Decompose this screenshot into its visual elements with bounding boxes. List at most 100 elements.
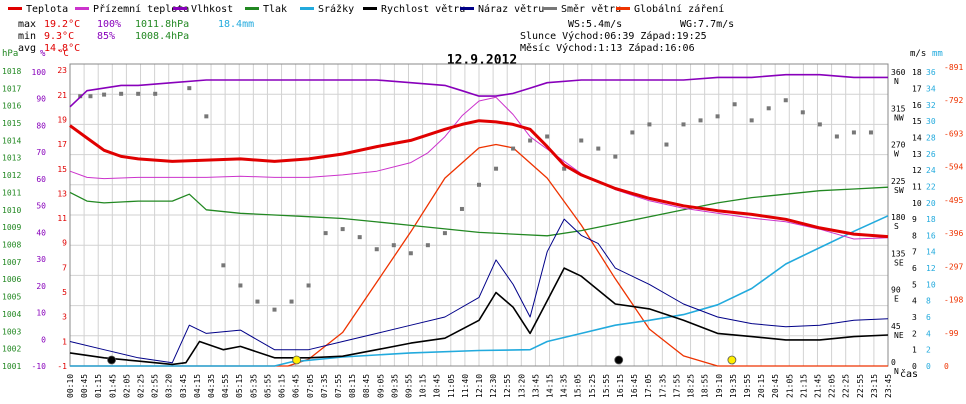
wind-tick-label: 3 — [912, 313, 917, 322]
mm-tick-label: 12 — [926, 264, 936, 273]
direction-value-label: 45 — [891, 322, 901, 331]
axis-unit-label: % — [40, 49, 46, 59]
wind-direction-point — [613, 154, 618, 159]
wind-tick-label: 10 — [912, 199, 922, 208]
wind-direction-point — [255, 299, 260, 304]
wm2-tick-label: -693 — [944, 129, 963, 138]
wind-direction-point — [408, 251, 413, 256]
wind-tick-label: 8 — [912, 231, 917, 240]
direction-name-label: NE — [894, 331, 904, 340]
wm2-tick-label: -594 — [944, 163, 963, 172]
x-tick-label: 09:05 — [376, 374, 385, 398]
x-axis-label: čas — [900, 368, 918, 380]
mm-tick-label: 32 — [926, 101, 936, 110]
hpa-tick-label: 1002 — [2, 345, 21, 354]
x-tick-label: 04:15 — [193, 374, 202, 398]
max-rain: 18.4mm — [218, 19, 254, 30]
pct-tick-label: 80 — [36, 121, 46, 130]
series-rychlost-vetru — [69, 267, 889, 366]
wind-direction-point — [204, 114, 209, 119]
max-label: max — [18, 19, 36, 30]
x-tick-label: 22:55 — [856, 374, 865, 398]
x-tick-label: 23:45 — [884, 374, 893, 398]
x-tick-label: 22:05 — [828, 374, 837, 398]
mm-tick-label: 0 — [926, 362, 931, 371]
pct-tick-label: 90 — [36, 95, 46, 104]
x-tick-label: 05:15 — [235, 374, 244, 398]
wind-direction-point — [323, 231, 328, 236]
axis-unit-label: m/s — [910, 49, 926, 59]
temp-tick-label: 15 — [57, 165, 67, 174]
wind-tick-label: 15 — [912, 117, 922, 126]
x-tick-label: 02:55 — [151, 374, 160, 398]
wm2-tick-label: 0 — [944, 362, 949, 371]
wind-direction-point — [153, 91, 158, 96]
legend-label: Globální záření — [634, 3, 724, 15]
pct-tick-label: 40 — [36, 228, 46, 237]
sunrise-marker — [292, 355, 302, 365]
wind-direction-point — [817, 122, 822, 127]
direction-name-label: SW — [894, 186, 904, 195]
wind-tick-label: 2 — [912, 329, 917, 338]
x-tick-label: 01:15 — [94, 374, 103, 398]
axis-unit-label: °C — [58, 49, 69, 59]
direction-value-label: 90 — [891, 286, 901, 295]
wind-direction-point — [102, 92, 107, 97]
wind-direction-point — [868, 130, 873, 135]
x-tick-label: 05:35 — [249, 374, 258, 398]
mm-tick-label: 36 — [926, 68, 936, 77]
x-tick-label: 19:35 — [729, 374, 738, 398]
avg-label: avg — [18, 43, 36, 54]
x-tick-label: 09:55 — [404, 374, 413, 398]
moonrise-marker — [107, 355, 116, 365]
mm-tick-label: 8 — [926, 297, 931, 306]
mm-tick-label: 10 — [926, 280, 936, 289]
moon-text: Měsíc Východ:1:13 Západ:16:06 — [520, 42, 695, 54]
direction-value-label: 360 — [891, 68, 906, 77]
min-temp: 9.3°C — [44, 31, 74, 42]
mm-tick-label: 30 — [926, 117, 936, 126]
wind-direction-point — [834, 134, 839, 139]
wind-tick-label: 13 — [912, 150, 922, 159]
x-tick-label: 03:45 — [179, 374, 188, 398]
mm-tick-label: 18 — [926, 215, 936, 224]
wind-tick-label: 1 — [912, 346, 917, 355]
x-tick-label: 04:55 — [221, 374, 230, 398]
wm2-tick-label: -792 — [944, 96, 963, 105]
mm-tick-label: 34 — [926, 84, 936, 93]
x-tick-label: 20:15 — [757, 374, 766, 398]
wind-direction-point — [289, 299, 294, 304]
x-tick-label: 18:25 — [687, 374, 696, 398]
hpa-tick-label: 1004 — [2, 310, 21, 319]
x-tick-label: 22:25 — [842, 374, 851, 398]
plot-frame — [69, 63, 889, 367]
direction-value-label: 135 — [891, 249, 906, 258]
mm-tick-label: 24 — [926, 166, 936, 175]
x-tick-label: 10:45 — [433, 374, 442, 398]
wind-direction-point — [528, 138, 533, 143]
direction-name-label: NW — [894, 113, 904, 122]
hpa-tick-label: 1012 — [2, 171, 21, 180]
wind-direction-point — [630, 130, 635, 135]
direction-name-label: N — [894, 367, 899, 376]
x-tick-label: 15:05 — [574, 374, 583, 398]
wind-info: WS:5.4m/s WG:7.7m/s Slunce Východ:06:39 … — [520, 19, 734, 54]
wind-direction-point — [579, 138, 584, 143]
wind-direction-point — [88, 94, 93, 99]
hpa-tick-label: 1005 — [2, 293, 21, 302]
max-temp: 19.2°C — [44, 19, 80, 30]
wind-direction-point — [272, 307, 277, 312]
x-tick-label: 05:55 — [263, 374, 272, 398]
x-tick-label: 07:05 — [306, 374, 315, 398]
temp-tick-label: 5 — [62, 288, 67, 297]
sunset-marker — [727, 355, 737, 365]
wind-direction-point — [442, 231, 447, 236]
mm-tick-label: 14 — [926, 248, 936, 257]
hpa-tick-label: 1015 — [2, 119, 21, 128]
x-tick-label: 14:15 — [546, 374, 555, 398]
x-tick-label: 12:55 — [503, 374, 512, 398]
x-tick-label: 07:35 — [320, 374, 329, 398]
hpa-tick-label: 1011 — [2, 188, 21, 197]
wind-tick-label: 16 — [912, 101, 922, 110]
x-tick-label: 11:05 — [447, 374, 456, 398]
